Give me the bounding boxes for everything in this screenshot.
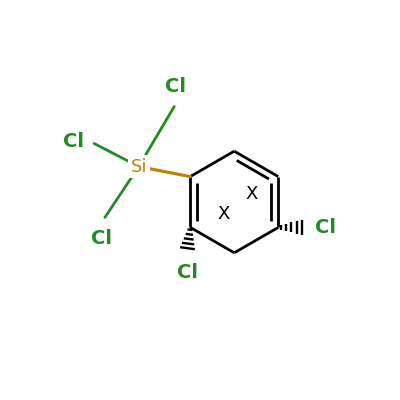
Text: X: X (217, 205, 230, 223)
Text: Cl: Cl (91, 229, 112, 248)
Text: Cl: Cl (63, 132, 84, 152)
Text: Cl: Cl (315, 218, 336, 237)
Text: Cl: Cl (177, 263, 198, 282)
Text: Cl: Cl (165, 77, 186, 96)
Text: Si: Si (130, 158, 147, 176)
Text: X: X (245, 185, 257, 203)
